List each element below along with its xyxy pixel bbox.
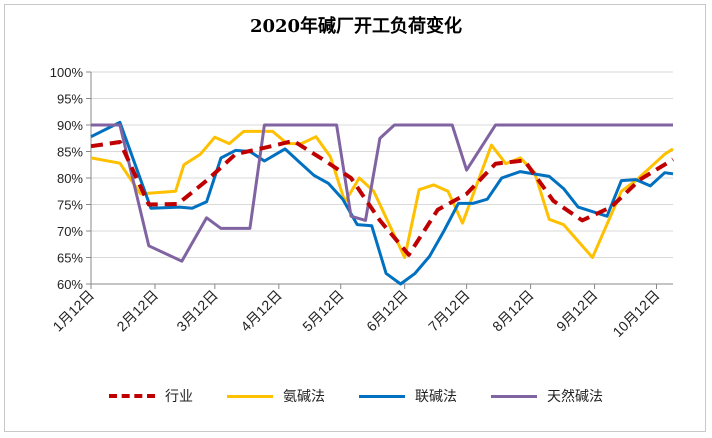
y-tick-label: 90% bbox=[57, 118, 83, 133]
legend-swatch bbox=[227, 394, 273, 398]
legend-item: 联碱法 bbox=[359, 386, 457, 406]
chart-title: 2020年碱厂开工负荷变化 bbox=[249, 16, 463, 37]
legend-label: 联碱法 bbox=[415, 389, 457, 405]
legend: 行业 氨碱法 联碱法 天然碱法 bbox=[0, 384, 712, 408]
y-tick-label: 80% bbox=[57, 171, 83, 186]
legend-label: 氨碱法 bbox=[283, 389, 325, 405]
y-tick-label: 70% bbox=[57, 224, 83, 239]
y-tick-label: 75% bbox=[57, 198, 83, 213]
legend-label: 天然碱法 bbox=[547, 389, 603, 405]
legend-swatch bbox=[491, 394, 537, 398]
x-axis-ticks: 1月12日 2月12日 3月12日 4月12日 5月12日 6月12日 7月12日 8月12日… bbox=[49, 284, 663, 340]
y-tick-label: 85% bbox=[57, 145, 83, 160]
series-line-3 bbox=[91, 123, 673, 263]
x-tick-label: 9月12日 bbox=[553, 287, 601, 335]
legend-item: 行业 bbox=[109, 386, 193, 406]
y-tick-label: 65% bbox=[57, 251, 83, 266]
x-tick-label: 6月12日 bbox=[363, 287, 411, 335]
series-line-1 bbox=[90, 129, 674, 259]
series-lines bbox=[90, 120, 675, 286]
x-tick-label: 1月12日 bbox=[49, 287, 97, 335]
x-tick-label: 2月12日 bbox=[113, 287, 161, 335]
legend-label: 行业 bbox=[165, 389, 193, 405]
x-tick-label: 10月12日 bbox=[609, 287, 662, 340]
legend-item: 天然碱法 bbox=[491, 386, 603, 406]
x-tick-label: 4月12日 bbox=[237, 287, 285, 335]
x-tick-label: 8月12日 bbox=[489, 287, 537, 335]
legend-swatch bbox=[359, 394, 405, 398]
y-axis-ticks: 60% 65% 70% 75% 80% 85% 90% 95% 100% bbox=[50, 65, 91, 292]
x-tick-label: 3月12日 bbox=[173, 287, 221, 335]
y-tick-label: 60% bbox=[57, 277, 83, 292]
legend-item: 氨碱法 bbox=[227, 386, 325, 406]
x-tick-label: 5月12日 bbox=[299, 287, 347, 335]
x-tick-label: 7月12日 bbox=[425, 287, 473, 335]
y-tick-label: 100% bbox=[50, 65, 84, 80]
y-tick-label: 95% bbox=[57, 92, 83, 107]
series-line-0 bbox=[90, 138, 675, 257]
series-line-2 bbox=[90, 120, 674, 286]
legend-swatch bbox=[109, 394, 155, 398]
